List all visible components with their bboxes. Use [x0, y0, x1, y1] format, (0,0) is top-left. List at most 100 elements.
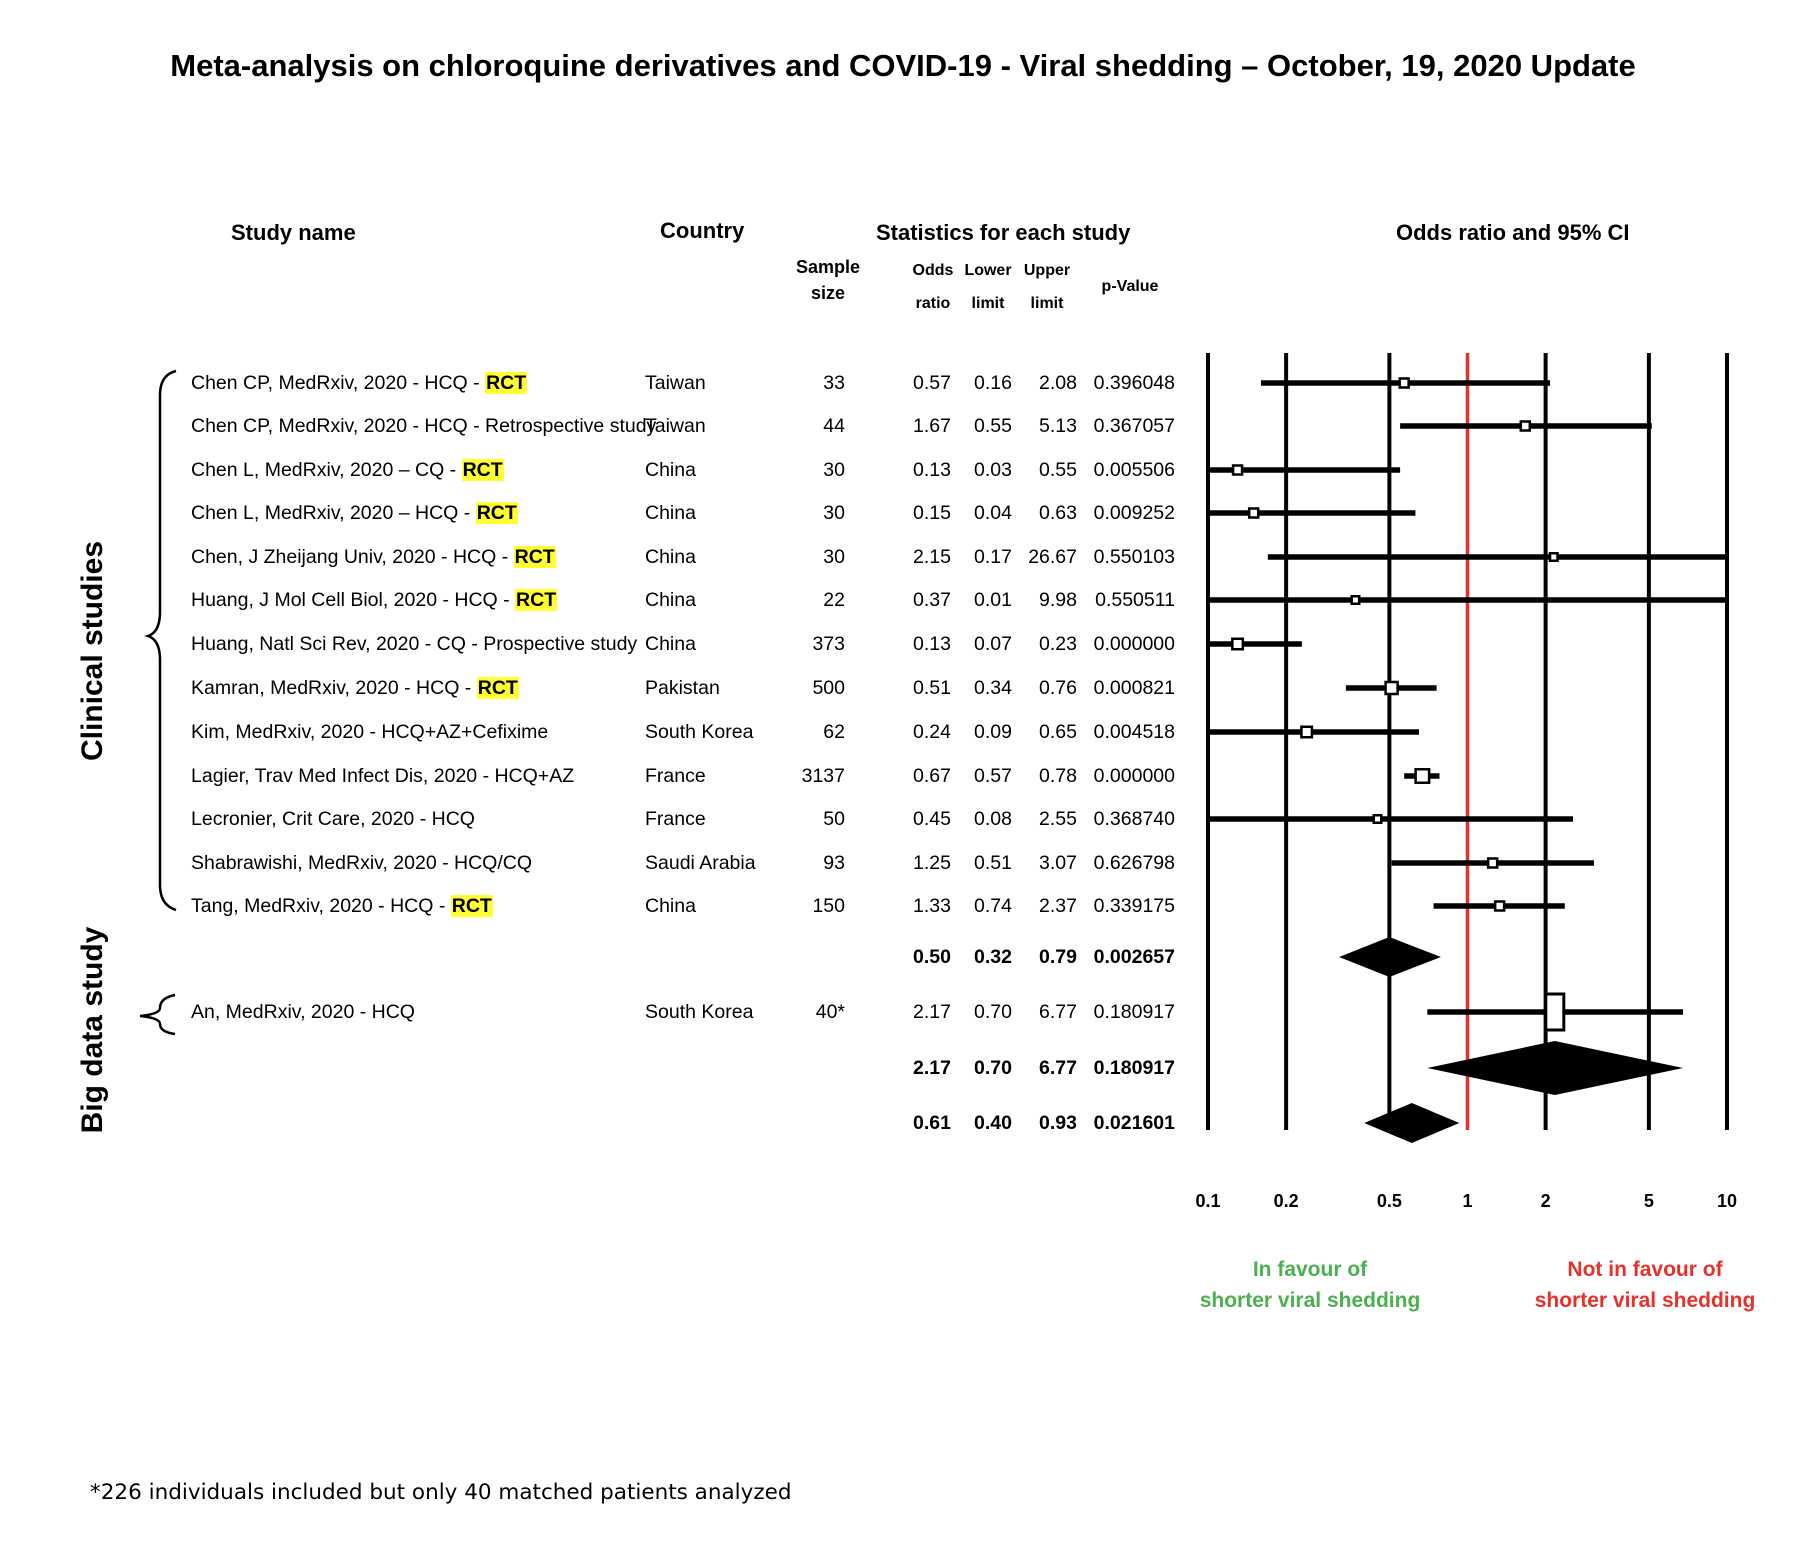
lower-limit-cell: 0.16	[974, 372, 1012, 394]
study-name: Lagier, Trav Med Infect Dis, 2020 - HCQ+…	[191, 761, 574, 791]
p-value-cell: 0.004518	[1093, 721, 1175, 743]
study-name: Lecronier, Crit Care, 2020 - HCQ	[191, 804, 475, 834]
sample-size-cell: 150	[812, 895, 845, 917]
study-name-text: Kim, MedRxiv, 2020 - HCQ+AZ+Cefixime	[191, 721, 549, 743]
odds-ratio-cell: 0.24	[913, 721, 951, 743]
lower-limit-cell: 0.17	[974, 546, 1012, 568]
sample-size-cell: 22	[823, 589, 845, 611]
odds-ratio-cell: 1.67	[913, 415, 951, 437]
header-p-value: p-Value	[1101, 278, 1159, 295]
upper-limit-cell: 0.55	[1039, 459, 1077, 481]
header-sample-line1: Sample	[795, 257, 861, 277]
header-sample-size: Sample size	[785, 254, 871, 306]
header-upper-limit: Upper limit	[1017, 254, 1077, 320]
lower-limit-cell: 0.01	[974, 589, 1012, 611]
upper-limit-cell: 5.13	[1039, 415, 1077, 437]
odds-ratio-cell: 2.17	[913, 1057, 951, 1079]
country-cell: Taiwan	[645, 372, 706, 394]
odds-ratio-cell: 1.33	[913, 895, 951, 917]
rct-badge: RCT	[475, 502, 518, 524]
footnote: *226 individuals included but only 40 ma…	[90, 1480, 792, 1505]
p-value-cell: 0.368740	[1093, 808, 1175, 830]
point-estimate-marker	[1486, 857, 1499, 869]
p-value-cell: 0.000000	[1093, 765, 1175, 787]
upper-limit-cell: 2.08	[1039, 372, 1077, 394]
x-tick-label: 10	[1717, 1191, 1737, 1211]
overall-diamond	[1364, 1103, 1460, 1143]
study-name-text: Chen L, MedRxiv, 2020 – CQ -	[191, 459, 462, 481]
p-value-cell: 0.626798	[1093, 852, 1175, 874]
study-name-text: Lagier, Trav Med Infect Dis, 2020 - HCQ+…	[191, 765, 575, 787]
upper-limit-cell: 6.77	[1039, 1001, 1077, 1023]
odds-ratio-cell: 0.45	[913, 808, 951, 830]
header-odds-ratio: Odds ratio	[903, 254, 963, 320]
chart-title: Meta-analysis on chloroquine derivatives…	[170, 48, 1636, 83]
upper-limit-cell: 0.65	[1039, 721, 1077, 743]
upper-limit-cell: 26.67	[1028, 546, 1077, 568]
clinical-brace	[144, 369, 177, 912]
header-study-name: Study name	[231, 220, 356, 245]
lower-limit-cell: 0.74	[974, 895, 1012, 917]
rct-badge: RCT	[450, 895, 493, 917]
country-cell: Pakistan	[645, 677, 720, 699]
upper-limit-cell: 6.77	[1039, 1057, 1077, 1079]
odds-ratio-cell: 2.17	[913, 1001, 951, 1023]
odds-ratio-cell: 0.13	[913, 459, 951, 481]
country-cell: China	[645, 589, 696, 611]
header-country: Country	[660, 218, 745, 243]
odds-ratio-cell: 0.15	[913, 502, 951, 524]
lower-limit-cell: 0.40	[974, 1112, 1012, 1134]
header-stats: Statistics for each study	[876, 220, 1131, 245]
p-value-cell: 0.002657	[1093, 946, 1175, 968]
upper-limit-cell: 9.98	[1039, 589, 1077, 611]
odds-ratio-cell: 0.61	[913, 1112, 951, 1134]
study-name-text: Shabrawishi, MedRxiv, 2020 - HCQ/CQ	[191, 852, 533, 874]
lower-limit-cell: 0.57	[974, 765, 1012, 787]
study-name-text: Lecronier, Crit Care, 2020 - HCQ	[191, 808, 475, 830]
header-odds-line2: ratio	[915, 295, 951, 312]
lower-limit-cell: 0.03	[974, 459, 1012, 481]
point-estimate-marker	[1544, 992, 1566, 1032]
upper-limit-cell: 0.63	[1039, 502, 1077, 524]
sample-size-cell: 50	[823, 808, 845, 830]
point-estimate-marker	[1231, 637, 1245, 651]
sample-size-cell: 33	[823, 372, 845, 394]
lower-limit-cell: 0.09	[974, 721, 1012, 743]
odds-ratio-cell: 0.67	[913, 765, 951, 787]
sample-size-cell: 93	[823, 852, 845, 874]
header-lower-line2: limit	[971, 295, 1005, 312]
lower-limit-cell: 0.07	[974, 633, 1012, 655]
odds-ratio-cell: 0.57	[913, 372, 951, 394]
study-name: Tang, MedRxiv, 2020 - HCQ - RCT	[191, 891, 493, 921]
study-name: Kim, MedRxiv, 2020 - HCQ+AZ+Cefixime	[191, 717, 548, 747]
lower-limit-cell: 0.34	[974, 677, 1012, 699]
study-name: An, MedRxiv, 2020 - HCQ	[191, 997, 415, 1027]
point-estimate-marker	[1519, 420, 1532, 432]
country-cell: China	[645, 633, 696, 655]
rct-badge: RCT	[461, 459, 504, 481]
p-value-cell: 0.000000	[1093, 633, 1175, 655]
sample-size-cell: 62	[823, 721, 845, 743]
country-cell: France	[645, 808, 706, 830]
legend-not-favour: Not in favour of shorter viral shedding	[1500, 1254, 1790, 1316]
study-name-text: Huang, Natl Sci Rev, 2020 - CQ - Prospec…	[191, 633, 638, 655]
point-estimate-marker	[1493, 900, 1506, 912]
point-estimate-marker	[1398, 377, 1410, 389]
study-name: Chen, J Zheijang Univ, 2020 - HCQ - RCT	[191, 542, 556, 572]
p-value-cell: 0.005506	[1093, 459, 1175, 481]
p-value-cell: 0.000821	[1093, 677, 1175, 699]
summary-diamond-big-data	[1427, 1041, 1684, 1095]
big-data-brace	[139, 993, 176, 1036]
rct-badge: RCT	[485, 372, 528, 394]
p-value-cell: 0.367057	[1093, 415, 1175, 437]
point-estimate-marker	[1548, 552, 1559, 562]
sample-size-cell: 500	[812, 677, 845, 699]
p-value-cell: 0.021601	[1093, 1112, 1175, 1134]
point-estimate-marker	[1231, 464, 1244, 476]
point-estimate-marker	[1247, 507, 1260, 519]
upper-limit-cell: 0.76	[1039, 677, 1077, 699]
odds-ratio-cell: 2.15	[913, 546, 951, 568]
study-name-text: Chen, J Zheijang Univ, 2020 - HCQ -	[191, 546, 514, 568]
